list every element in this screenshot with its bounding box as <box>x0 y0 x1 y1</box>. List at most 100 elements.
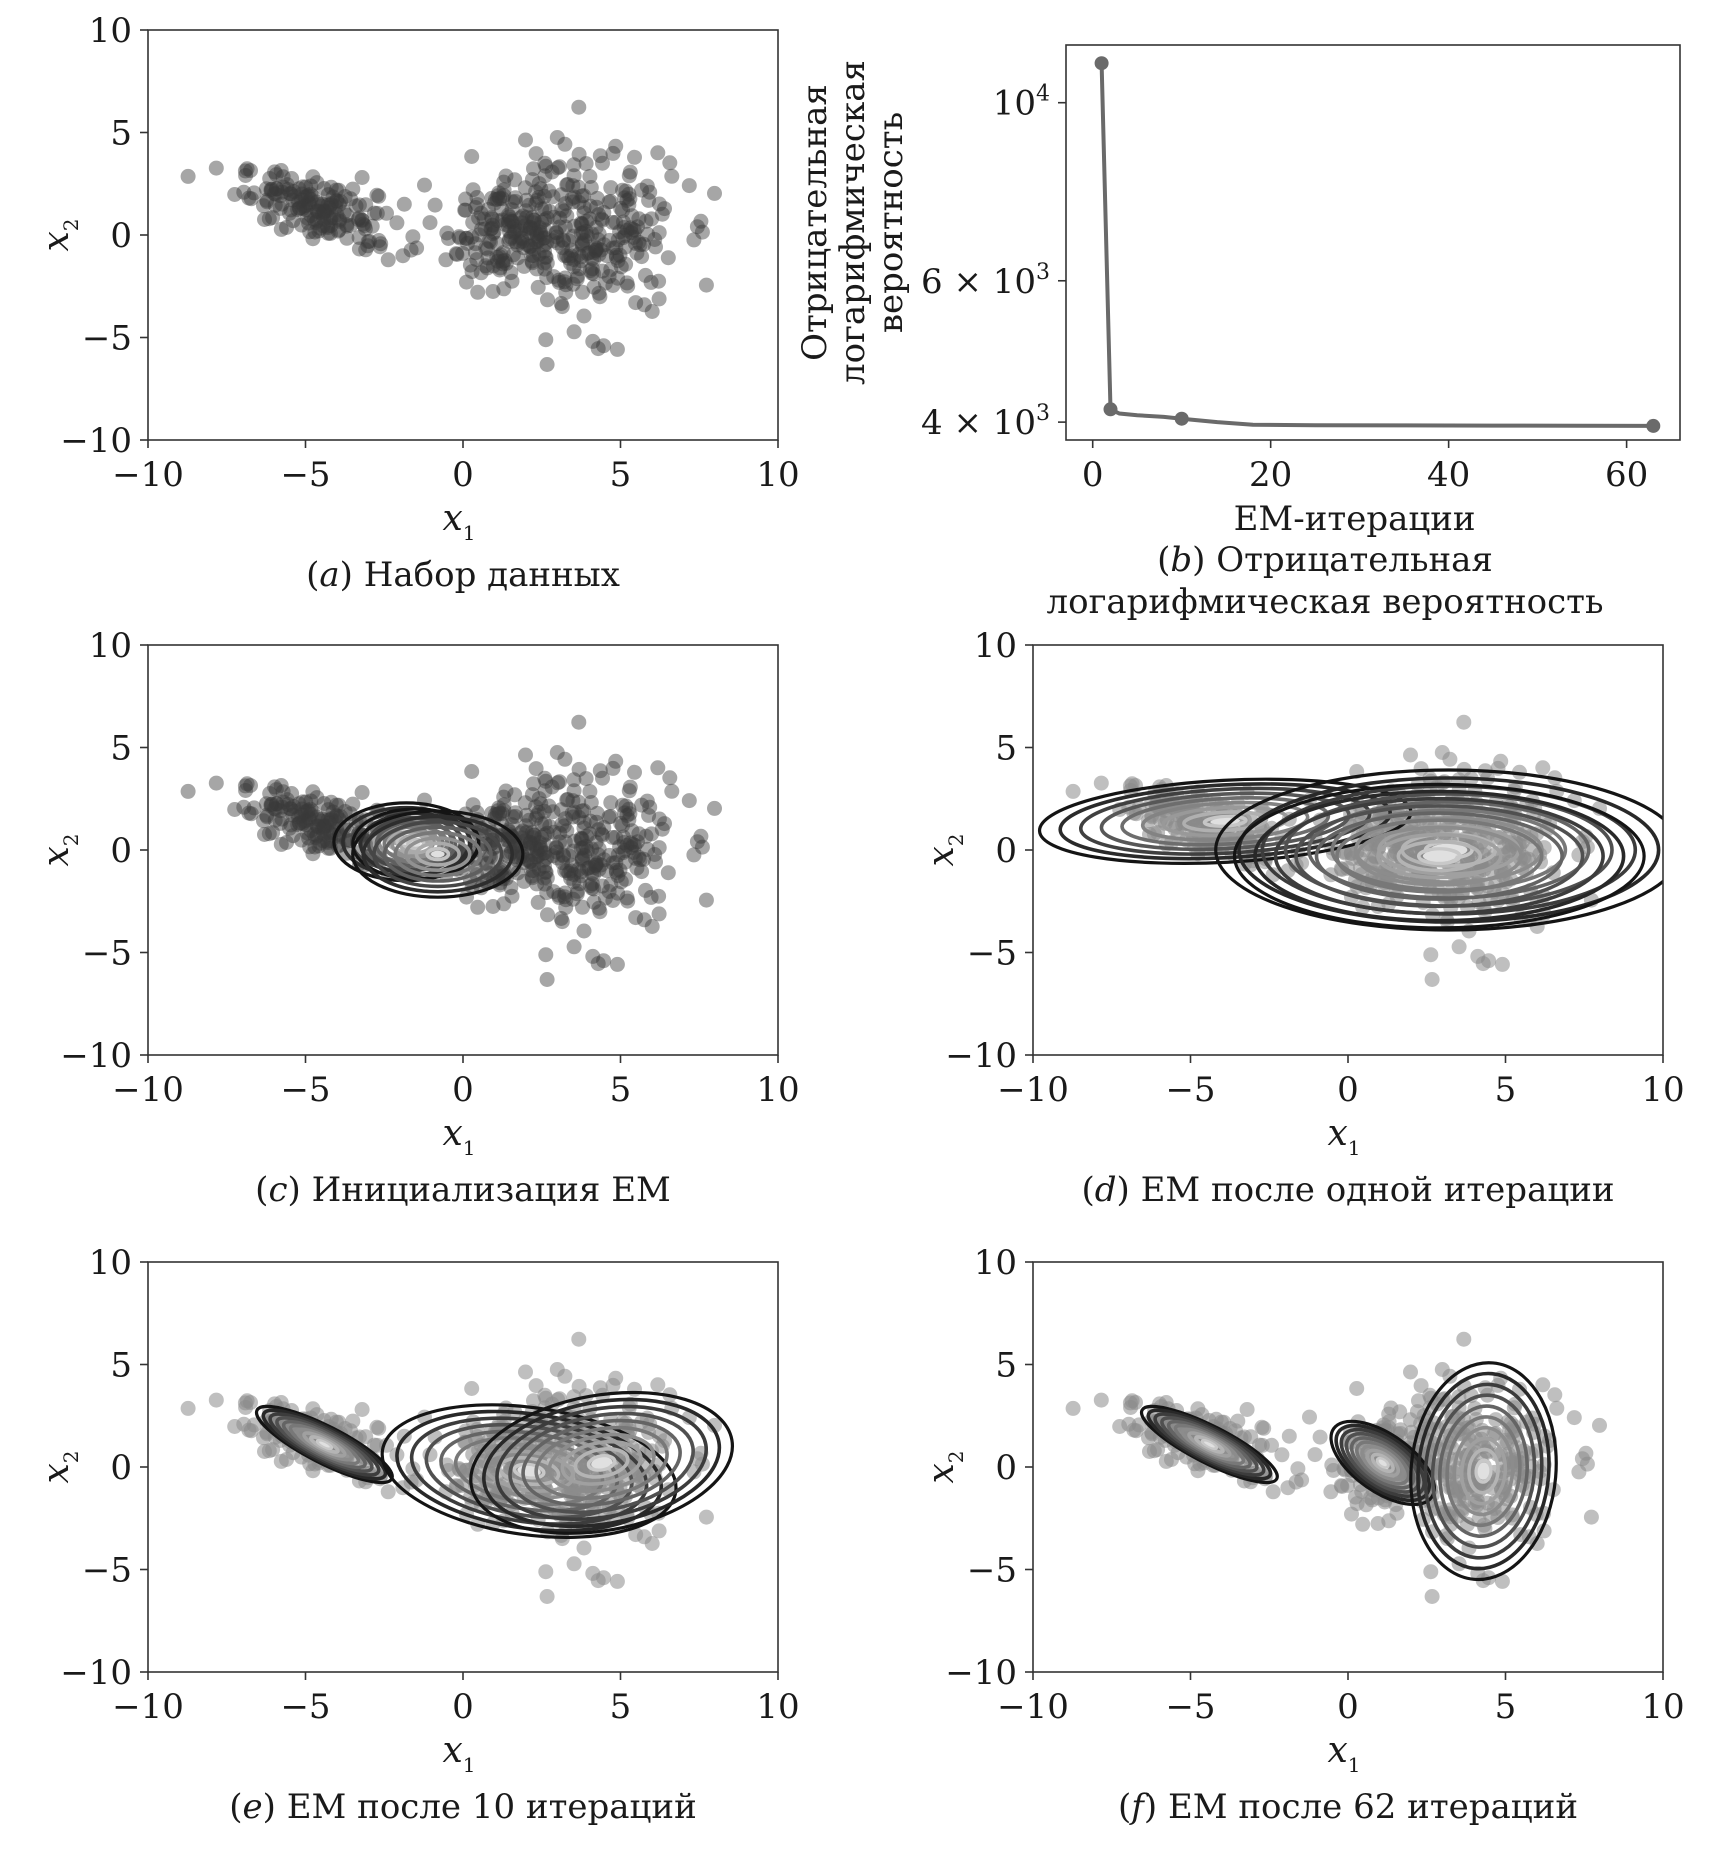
contour-ellipse <box>573 1447 630 1479</box>
data-point <box>238 1400 254 1415</box>
data-point <box>648 239 663 255</box>
data-point <box>464 229 480 245</box>
data-point <box>485 258 501 274</box>
data-point <box>566 324 582 340</box>
data-point <box>502 231 518 247</box>
data-point <box>563 255 579 271</box>
data-point <box>588 242 604 258</box>
contour-ellipse <box>495 1404 709 1522</box>
data-point <box>521 812 537 828</box>
data-point <box>1381 1513 1397 1529</box>
data-point <box>664 783 680 799</box>
panel-f: −10 −5 0 5 10 −10 −5 0 5 10 x1 x2 (f) EM после 62 ит… <box>921 1243 1685 1827</box>
data-point <box>531 232 547 248</box>
data-point <box>590 847 606 863</box>
data-point <box>272 815 288 831</box>
data-point <box>576 803 592 819</box>
data-point <box>575 235 591 251</box>
x-tick-label: 5 <box>1495 1070 1517 1110</box>
data-point <box>264 181 280 197</box>
data-point <box>528 761 544 777</box>
data-point <box>566 874 582 890</box>
data-point <box>514 230 529 246</box>
data-point <box>596 820 612 835</box>
data-point <box>291 194 307 210</box>
data-point <box>331 213 347 229</box>
data-point <box>526 776 541 792</box>
contour-ellipse <box>469 1390 735 1535</box>
data-point <box>639 793 655 809</box>
y-axis-label-sub: 2 <box>59 1450 83 1463</box>
data-point <box>354 212 370 228</box>
contour-ellipse <box>382 825 493 883</box>
data-point <box>537 864 553 880</box>
data-point <box>615 829 631 845</box>
y-axis-label: x2 <box>36 1450 83 1483</box>
data-point <box>563 248 579 264</box>
plot-area <box>180 99 722 372</box>
data-point <box>539 255 555 271</box>
data-point <box>654 206 670 222</box>
data-point <box>582 263 598 279</box>
y-tick-label: −10 <box>60 421 132 461</box>
data-point <box>337 189 353 204</box>
data-point <box>576 848 592 863</box>
data-point <box>610 868 626 884</box>
data-point <box>596 237 612 253</box>
data-point <box>1413 1378 1429 1394</box>
data-point <box>337 804 353 819</box>
data-point <box>302 196 317 212</box>
y-tick-base: 4 × 10 <box>921 403 1036 443</box>
data-point <box>584 876 600 892</box>
data-point <box>302 811 317 827</box>
data-point <box>576 200 592 216</box>
data-point <box>615 818 630 834</box>
data-point <box>523 835 539 851</box>
data-point <box>566 867 582 882</box>
y-axis-label: x2 <box>36 218 83 251</box>
y-tick-label: −10 <box>945 1653 1017 1693</box>
contour-ellipse <box>1409 1361 1558 1582</box>
data-point <box>563 870 579 886</box>
series-marker <box>1094 56 1109 71</box>
data-point <box>258 796 274 812</box>
data-point <box>558 277 574 293</box>
caption-letter: c <box>268 1170 287 1210</box>
data-point <box>324 196 339 212</box>
data-point <box>227 802 243 817</box>
data-point <box>574 216 590 232</box>
data-point <box>552 210 568 226</box>
data-point <box>1364 1492 1380 1508</box>
contour-ellipse <box>547 1432 656 1493</box>
data-point <box>639 178 655 194</box>
caption-letter: d <box>1095 1170 1117 1210</box>
data-point <box>539 825 555 841</box>
data-point <box>316 796 332 811</box>
data-point <box>591 862 607 877</box>
data-point <box>612 224 628 240</box>
data-point <box>596 1570 612 1586</box>
data-point <box>304 803 320 819</box>
data-point <box>275 169 291 185</box>
data-point <box>457 202 473 218</box>
data-point <box>1281 1428 1297 1444</box>
data-point <box>536 188 552 204</box>
data-point <box>537 845 553 861</box>
data-point <box>351 230 367 245</box>
contour-ellipse <box>1329 1419 1436 1507</box>
data-point <box>265 1442 281 1458</box>
data-point <box>500 207 516 223</box>
data-point <box>586 894 602 910</box>
data-point <box>553 296 569 311</box>
x-axis-label-sub: 1 <box>463 1136 476 1160</box>
data-point <box>576 308 592 324</box>
data-point <box>286 799 302 814</box>
data-point <box>473 265 489 281</box>
data-point <box>480 202 496 217</box>
data-point <box>241 805 257 821</box>
contour-ellipse <box>351 809 525 899</box>
data-point <box>280 797 296 812</box>
axes-frame <box>1065 44 1681 441</box>
y-tick-label: 10 <box>974 1243 1017 1283</box>
data-point <box>519 210 534 225</box>
